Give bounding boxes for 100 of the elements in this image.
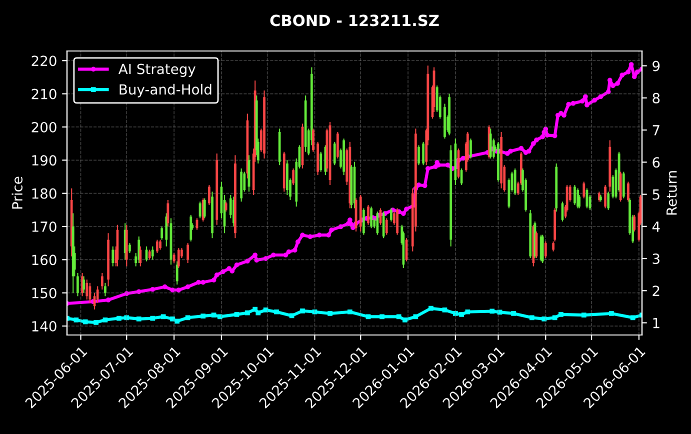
candlestick	[148, 249, 151, 260]
y2-tick-label: 1	[653, 318, 660, 328]
point	[102, 317, 108, 322]
point	[529, 315, 534, 320]
chart-title: CBOND - 123211.SZ	[270, 14, 439, 26]
point	[116, 316, 122, 321]
point	[459, 312, 464, 317]
point	[289, 313, 294, 318]
point	[217, 314, 222, 320]
candlestick	[385, 218, 388, 236]
candlestick	[586, 188, 588, 209]
candlestick	[112, 246, 114, 267]
point	[312, 309, 318, 314]
y2-tick-label: 3	[652, 254, 660, 264]
candlestick	[151, 246, 154, 260]
y-tick-label: 140	[32, 321, 56, 332]
y2-tick-label: 5	[652, 189, 660, 200]
point	[74, 317, 79, 322]
legend-label: Buy-and-Hold	[120, 84, 212, 98]
y2-tick-label: 2	[652, 286, 660, 296]
candlestick	[422, 141, 425, 166]
y-axis-title: Price	[12, 176, 23, 209]
point	[511, 311, 516, 316]
point	[347, 309, 352, 314]
candlestick	[139, 246, 142, 267]
candlestick	[160, 226, 164, 240]
point	[170, 316, 175, 322]
point	[160, 314, 166, 320]
candlestick	[544, 240, 547, 259]
candlestick	[82, 276, 86, 294]
point	[465, 309, 470, 314]
candlestick	[336, 131, 339, 160]
candlestick	[176, 260, 178, 286]
point	[150, 316, 156, 321]
candlestick	[198, 201, 202, 219]
point	[608, 311, 614, 316]
y2-tick-label: 6	[652, 157, 660, 168]
y-tick-label: 170	[32, 221, 56, 232]
point	[200, 314, 206, 318]
candlestick	[100, 272, 104, 290]
candlestick	[166, 199, 170, 228]
point	[413, 314, 418, 320]
candlestick	[573, 184, 576, 206]
candlestick	[582, 181, 586, 199]
candlestick	[460, 168, 463, 186]
point	[558, 312, 564, 317]
candlestick	[186, 242, 190, 264]
y-tick-label: 210	[32, 88, 56, 100]
candlestick	[382, 211, 385, 239]
point	[366, 314, 371, 320]
legend-label: AI Strategy	[118, 64, 196, 77]
point	[185, 315, 190, 320]
point	[396, 314, 402, 320]
candlestick	[86, 279, 88, 300]
candlestick	[627, 181, 630, 202]
candlestick	[320, 151, 322, 172]
point	[234, 312, 240, 317]
point	[263, 308, 268, 312]
point	[256, 310, 261, 316]
point	[428, 306, 434, 311]
y2-tick-label: 8	[652, 92, 660, 104]
y2-axis-title: Return	[666, 171, 677, 215]
point	[542, 316, 547, 322]
candlestick	[470, 138, 472, 160]
y-tick-label: 150	[32, 288, 56, 298]
point	[136, 316, 142, 322]
candlestick	[156, 239, 158, 254]
point	[552, 315, 558, 320]
candlestick	[76, 272, 79, 297]
candlestick	[292, 168, 295, 186]
candlestick	[390, 208, 392, 222]
y2-tick-label: 9	[652, 60, 660, 72]
candlestick	[208, 184, 210, 206]
candlestick	[88, 282, 92, 304]
y-tick-label: 180	[32, 188, 56, 199]
candlestick	[418, 144, 420, 166]
point	[274, 309, 279, 314]
candlestick	[514, 168, 516, 196]
point	[245, 310, 250, 316]
y2-tick-label: 4	[652, 222, 660, 232]
candlestick	[622, 171, 625, 199]
point	[453, 311, 458, 316]
point	[82, 319, 88, 324]
point	[174, 318, 180, 324]
point	[490, 308, 495, 314]
point	[300, 308, 305, 314]
candlestick	[604, 184, 607, 209]
candlestick	[104, 282, 106, 297]
point	[497, 310, 502, 315]
point	[581, 312, 586, 318]
y2-tick-label: 7	[652, 125, 660, 136]
point	[211, 312, 216, 318]
y-tick-label: 220	[32, 56, 56, 66]
point	[94, 320, 98, 325]
point	[124, 315, 130, 320]
y-tick-label: 200	[32, 122, 56, 132]
candlestick	[333, 141, 336, 166]
y-tick-label: 160	[32, 254, 56, 266]
candlestick	[172, 252, 176, 264]
line-series	[67, 306, 642, 325]
